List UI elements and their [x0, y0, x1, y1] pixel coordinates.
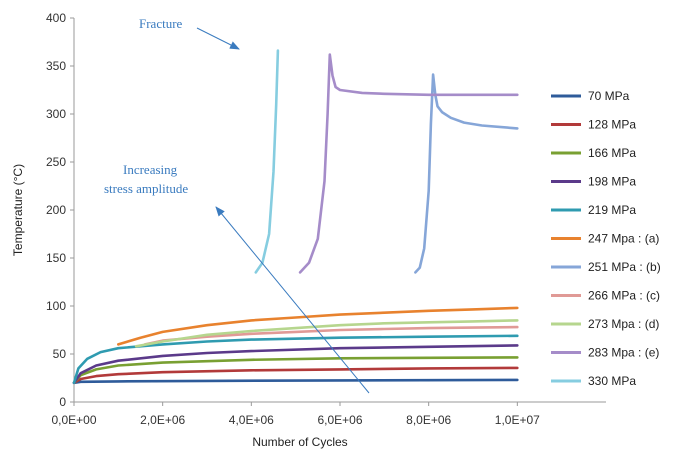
x-tick-label: 8,0E+06 [406, 413, 451, 427]
legend-label: 273 Mpa : (d) [588, 317, 659, 331]
y-tick-label: 250 [46, 155, 66, 169]
series-line-10 [256, 51, 278, 273]
y-tick-label: 350 [46, 59, 66, 73]
y-ticks: 0 50 100 150 200 250 300 350 400 [46, 11, 74, 409]
y-tick-label: 200 [46, 203, 66, 217]
y-tick-label: 50 [53, 347, 67, 361]
legend-label: 247 Mpa : (a) [588, 232, 659, 246]
legend-label: 128 MPa [588, 118, 636, 132]
x-tick-label: 6,0E+06 [317, 413, 362, 427]
legend-label: 251 MPa : (b) [588, 260, 661, 274]
annotation-fracture: Fracture [139, 16, 183, 31]
series-line-6 [415, 75, 517, 273]
legend-label: 198 MPa [588, 175, 636, 189]
y-tick-label: 150 [46, 251, 66, 265]
x-tick-label: 4,0E+06 [229, 413, 274, 427]
x-ticks: 0,0E+00 2,0E+06 4,0E+06 6,0E+06 8,0E+06 1,0E+… [51, 402, 540, 427]
legend-label: 283 Mpa : (e) [588, 346, 659, 360]
annotation-increasing: Increasing [123, 162, 178, 177]
legend: 70 MPa 128 MPa 166 MPa 198 MPa 219 MPa 247 Mp… [551, 89, 661, 388]
legend-label: 219 MPa [588, 203, 636, 217]
y-tick-label: 100 [46, 299, 66, 313]
legend-label: 166 MPa [588, 146, 636, 160]
x-tick-label: 1,0E+07 [495, 413, 540, 427]
x-axis-title: Number of Cycles [252, 435, 347, 449]
legend-label: 330 MPa [588, 374, 636, 388]
y-tick-label: 300 [46, 107, 66, 121]
legend-label: 266 MPa : (c) [588, 289, 660, 303]
series-line-9 [300, 55, 517, 273]
series-lines [74, 51, 517, 383]
y-axis-title: Temperature (°C) [11, 164, 25, 256]
series-line-0 [74, 380, 517, 383]
y-tick-label: 400 [46, 11, 66, 25]
x-tick-label: 0,0E+00 [51, 413, 96, 427]
increasing-stress-arrow [216, 207, 369, 393]
annotation-stress-amplitude: stress amplitude [104, 181, 188, 196]
legend-label: 70 MPa [588, 89, 630, 103]
y-tick-label: 0 [59, 395, 66, 409]
fracture-arrow [197, 28, 239, 49]
x-tick-label: 2,0E+06 [140, 413, 185, 427]
